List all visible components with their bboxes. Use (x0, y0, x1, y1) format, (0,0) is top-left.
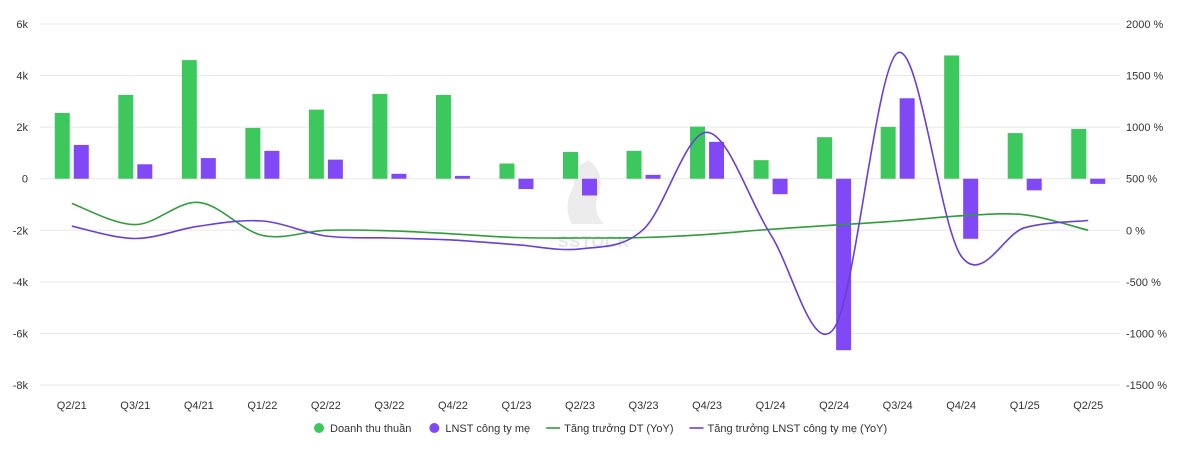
bar-doanh-thu (880, 126, 896, 179)
bar-lnst (582, 178, 597, 196)
right-axis-ticks: 2000 % 1500 % 1000 % 500 % 0 % -500 % -1000 % -… (1126, 19, 1167, 392)
bar-doanh-thu (1071, 128, 1087, 179)
left-tick-label: -4k (13, 277, 29, 289)
legend-item[interactable]: Doanh thu thuần (314, 423, 411, 435)
right-tick-label: -1000 % (1126, 328, 1167, 340)
legend-item[interactable]: Tăng trưởng LNST công ty mẹ (YoY) (689, 423, 888, 435)
left-tick-label: -2k (13, 225, 29, 237)
line-tang-truong-lnst (71, 52, 1089, 336)
left-tick-label: 6k (16, 19, 28, 31)
right-tick-label: 0 % (1126, 225, 1145, 237)
x-tick-label: Q1/25 (1010, 400, 1040, 412)
lines-layer (71, 52, 1089, 336)
bar-doanh-thu (753, 160, 769, 179)
x-tick-label: Q2/25 (1073, 400, 1103, 412)
x-tick-label: Q2/21 (57, 400, 87, 412)
x-tick-label: Q1/24 (756, 400, 786, 412)
x-axis-ticks: Q2/21 Q3/21 Q4/21 Q1/22 Q2/22 Q3/22 Q4/22 Q1/23… (57, 400, 1103, 412)
bar-doanh-thu (372, 93, 388, 179)
bar-lnst (454, 175, 470, 179)
right-tick-label: 1000 % (1126, 122, 1164, 134)
watermark-text: SSTOCK (558, 234, 630, 251)
bar-doanh-thu (245, 127, 261, 179)
bar-lnst (518, 178, 534, 190)
bar-lnst (1026, 178, 1042, 191)
right-tick-label: 1500 % (1126, 71, 1164, 83)
legend-item[interactable]: LNST công ty mẹ (429, 423, 530, 435)
legend-label: Doanh thu thuần (330, 423, 411, 435)
x-tick-label: Q2/22 (311, 400, 341, 412)
x-tick-label: Q4/21 (184, 400, 214, 412)
x-tick-label: Q3/23 (629, 400, 659, 412)
right-tick-label: -1500 % (1126, 380, 1167, 392)
bars-layer (54, 55, 1106, 351)
bar-doanh-thu (563, 151, 578, 179)
left-axis-ticks: 6k 4k 2k 0 -2k -4k -6k -8k (13, 19, 29, 392)
right-tick-label: 2000 % (1126, 19, 1164, 31)
bar-doanh-thu (626, 150, 642, 179)
legend: Doanh thu thuần LNST công ty mẹ Tăng trưởn… (314, 423, 887, 435)
bar-doanh-thu (1007, 133, 1023, 179)
left-tick-label: 0 (22, 174, 28, 186)
bar-doanh-thu (817, 137, 833, 179)
x-tick-label: Q2/23 (565, 400, 595, 412)
legend-marker-circle (314, 423, 324, 433)
bar-lnst (264, 150, 280, 179)
left-tick-label: -8k (13, 380, 29, 392)
bar-doanh-thu (435, 94, 451, 179)
bar-doanh-thu (499, 163, 515, 179)
x-tick-label: Q1/22 (247, 400, 277, 412)
legend-label: LNST công ty mẹ (445, 423, 530, 435)
bar-lnst (709, 141, 725, 179)
legend-label: Tăng trưởng DT (YoY) (564, 423, 673, 435)
legend-item[interactable]: Tăng trưởng DT (YoY) (546, 423, 674, 435)
bar-doanh-thu (118, 94, 134, 179)
bar-lnst (1090, 178, 1106, 184)
bar-doanh-thu (944, 55, 960, 179)
line-tang-truong-dt (71, 201, 1089, 239)
left-tick-label: 4k (16, 71, 28, 83)
bar-doanh-thu (690, 126, 706, 179)
grid-layer (40, 23, 1120, 386)
bar-lnst (137, 164, 153, 179)
legend-label: Tăng trưởng LNST công ty mẹ (YoY) (708, 423, 888, 435)
bar-lnst (899, 98, 915, 179)
bar-doanh-thu (308, 109, 324, 179)
x-tick-label: Q2/24 (819, 400, 849, 412)
legend-marker-circle (429, 423, 440, 433)
bar-lnst (645, 174, 661, 179)
bar-doanh-thu (54, 112, 70, 179)
bar-lnst (327, 159, 343, 179)
left-tick-label: 2k (16, 122, 28, 134)
x-tick-label: Q4/22 (438, 400, 468, 412)
bar-lnst (391, 173, 407, 179)
bar-lnst (73, 144, 89, 179)
bar-lnst (772, 178, 788, 195)
x-tick-label: Q1/23 (501, 400, 531, 412)
right-tick-label: 500 % (1126, 174, 1157, 186)
x-tick-label: Q3/22 (374, 400, 404, 412)
bar-doanh-thu (181, 60, 197, 179)
bar-lnst (836, 178, 852, 351)
left-tick-label: -6k (13, 328, 29, 340)
x-tick-label: Q4/24 (946, 400, 976, 412)
bar-lnst (963, 178, 979, 239)
x-tick-label: Q4/23 (692, 400, 722, 412)
bar-lnst (200, 158, 216, 179)
x-tick-label: Q3/24 (883, 400, 913, 412)
x-tick-label: Q3/21 (120, 400, 150, 412)
right-tick-label: -500 % (1126, 277, 1161, 289)
